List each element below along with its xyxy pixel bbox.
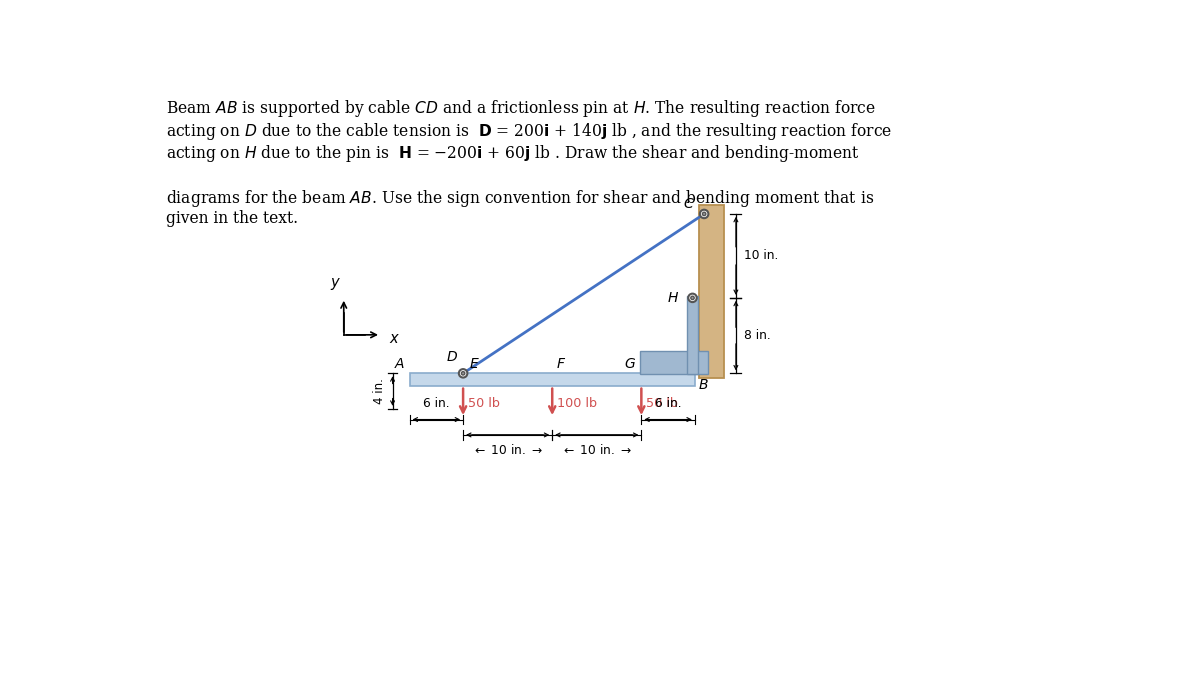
Bar	[409, 373, 695, 385]
Text: 50 lb: 50 lb	[646, 397, 678, 410]
Text: $x$: $x$	[389, 332, 400, 347]
Text: 6 in.: 6 in.	[655, 397, 682, 410]
Text: diagrams for the beam $\mathit{AB}$. Use the sign convention for shear and bendi: diagrams for the beam $\mathit{AB}$. Use…	[166, 188, 874, 209]
Text: 10 in.: 10 in.	[744, 249, 778, 262]
Text: $D$: $D$	[446, 350, 458, 364]
Bar	[688, 295, 698, 374]
Text: $\leftarrow$ 10 in. $\rightarrow$: $\leftarrow$ 10 in. $\rightarrow$	[472, 444, 544, 457]
Text: Beam $\mathit{AB}$ is supported by cable $\mathit{CD}$ and a frictionless pin at: Beam $\mathit{AB}$ is supported by cable…	[166, 98, 876, 120]
Text: $C$: $C$	[683, 197, 695, 211]
Text: $G$: $G$	[624, 357, 636, 371]
Circle shape	[458, 369, 467, 378]
Circle shape	[702, 212, 706, 216]
Text: 8 in.: 8 in.	[744, 329, 770, 342]
Text: $y$: $y$	[330, 275, 342, 292]
Circle shape	[461, 372, 464, 375]
Text: acting on $\mathit{D}$ due to the cable tension is  $\mathbf{D}$ = 200$\mathbf{i: acting on $\mathit{D}$ due to the cable …	[166, 121, 892, 142]
Text: 100 lb: 100 lb	[557, 397, 598, 410]
Text: 50 lb: 50 lb	[468, 397, 499, 410]
Text: acting on $\mathit{H}$ due to the pin is  $\mathbf{H}$ = $-$200$\mathbf{i}$ + 60: acting on $\mathit{H}$ due to the pin is…	[166, 143, 859, 164]
Circle shape	[700, 210, 708, 218]
Text: $H$: $H$	[667, 291, 679, 305]
Bar	[640, 351, 708, 374]
Text: 4 in.: 4 in.	[373, 378, 386, 404]
Text: 6 in.: 6 in.	[424, 397, 450, 410]
Circle shape	[691, 296, 695, 300]
Text: $E$: $E$	[469, 357, 480, 371]
Text: $B$: $B$	[698, 378, 708, 392]
Text: $A$: $A$	[394, 357, 404, 371]
Text: $\leftarrow$ 10 in. $\rightarrow$: $\leftarrow$ 10 in. $\rightarrow$	[562, 444, 632, 457]
Bar	[700, 205, 725, 378]
Text: given in the text.: given in the text.	[166, 210, 298, 227]
Text: $F$: $F$	[556, 357, 566, 371]
Circle shape	[689, 293, 697, 302]
